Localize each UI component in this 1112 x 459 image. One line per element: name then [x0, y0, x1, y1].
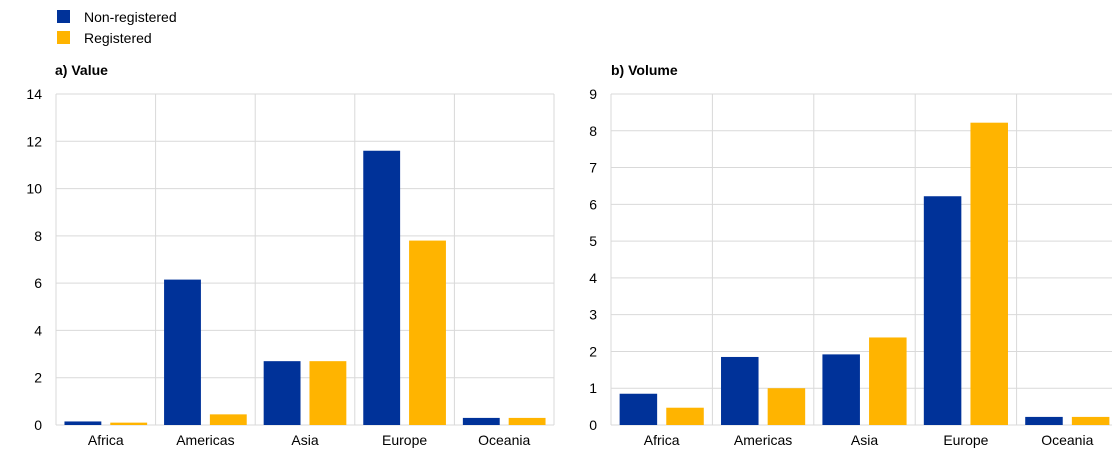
- legend-swatch-non-registered: [57, 10, 70, 23]
- y-tick-label-b-3: 3: [589, 307, 597, 323]
- y-tick-label-b-7: 7: [589, 160, 597, 176]
- bar-b-africa-registered: [666, 407, 704, 425]
- bar-b-africa-non-registered: [619, 393, 658, 425]
- y-tick-label-b-4: 4: [589, 270, 597, 286]
- y-tick-label-a-2: 2: [34, 370, 42, 386]
- y-tick-label-b-0: 0: [589, 417, 597, 433]
- y-tick-label-b-9: 9: [589, 86, 597, 102]
- y-tick-label-b-2: 2: [589, 343, 597, 359]
- legend-item-registered: Registered: [57, 27, 177, 48]
- bar-b-americas-registered: [767, 388, 806, 425]
- bar-b-asia-registered: [869, 337, 907, 425]
- x-tick-label-a-asia: Asia: [291, 432, 318, 448]
- x-tick-label-b-africa: Africa: [644, 432, 680, 448]
- y-tick-label-b-1: 1: [589, 380, 597, 396]
- x-tick-label-a-americas: Americas: [176, 432, 234, 448]
- x-tick-label-b-asia: Asia: [851, 432, 878, 448]
- y-tick-label-a-12: 12: [26, 133, 42, 149]
- x-tick-label-b-europe: Europe: [943, 432, 988, 448]
- bar-a-africa-non-registered: [64, 421, 102, 425]
- y-tick-label-b-8: 8: [589, 123, 597, 139]
- y-tick-label-a-4: 4: [34, 322, 42, 338]
- x-tick-label-b-oceania: Oceania: [1041, 432, 1093, 448]
- y-tick-label-a-14: 14: [26, 86, 42, 102]
- x-tick-label-a-africa: Africa: [88, 432, 124, 448]
- legend-label-non-registered: Non-registered: [84, 8, 177, 25]
- y-tick-label-a-10: 10: [26, 181, 42, 197]
- legend-item-non-registered: Non-registered: [57, 6, 177, 27]
- bar-b-europe-non-registered: [923, 196, 962, 425]
- bar-a-europe-non-registered: [363, 150, 401, 425]
- bar-a-europe-registered: [409, 240, 446, 425]
- y-tick-label-a-8: 8: [34, 228, 42, 244]
- bar-a-africa-registered: [110, 422, 148, 425]
- bar-a-oceania-registered: [508, 417, 546, 425]
- chart-legend: Non-registered Registered: [57, 6, 177, 48]
- bar-b-oceania-non-registered: [1025, 416, 1063, 425]
- y-tick-label-a-6: 6: [34, 275, 42, 291]
- bar-a-asia-registered: [309, 361, 347, 425]
- bar-b-asia-non-registered: [822, 354, 860, 425]
- bar-b-oceania-registered: [1071, 416, 1110, 425]
- x-tick-label-b-americas: Americas: [734, 432, 792, 448]
- bar-a-americas-registered: [209, 414, 247, 425]
- panel-b-title: b) Volume: [611, 62, 678, 78]
- bar-b-americas-non-registered: [721, 356, 759, 425]
- y-tick-label-a-0: 0: [34, 417, 42, 433]
- x-tick-label-a-europe: Europe: [382, 432, 427, 448]
- legend-swatch-registered: [57, 31, 70, 44]
- bar-a-oceania-non-registered: [462, 417, 500, 425]
- x-tick-label-a-oceania: Oceania: [478, 432, 530, 448]
- bar-a-americas-non-registered: [164, 279, 201, 425]
- y-tick-label-b-5: 5: [589, 233, 597, 249]
- y-tick-label-b-6: 6: [589, 196, 597, 212]
- legend-label-registered: Registered: [84, 29, 152, 46]
- bar-b-europe-registered: [970, 122, 1008, 425]
- bar-a-asia-non-registered: [263, 361, 301, 425]
- panel-a-title: a) Value: [55, 62, 108, 78]
